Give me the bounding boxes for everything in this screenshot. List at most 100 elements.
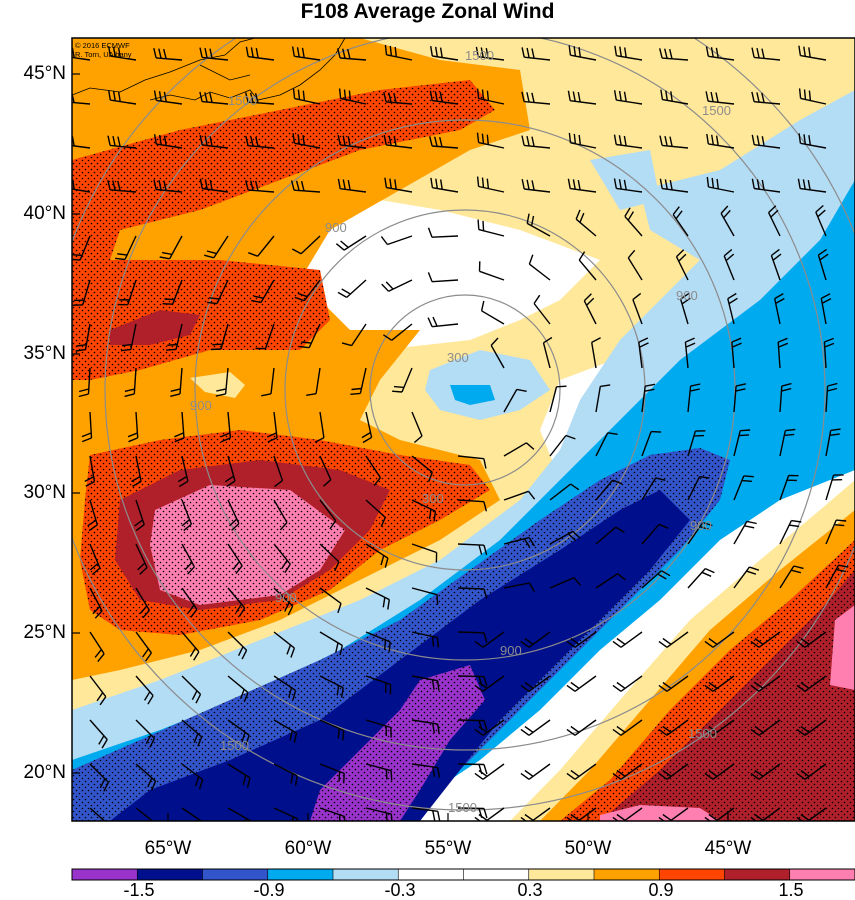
wind-barb-feather: [777, 337, 788, 343]
wind-barb-feather: [334, 561, 340, 572]
wind-barb-shaft: [270, 367, 275, 394]
wind-barb-feather: [67, 135, 69, 145]
wind-barb-feather: [342, 48, 346, 59]
wind-barb-feather: [474, 640, 484, 648]
wind-barb-feather: [575, 209, 581, 220]
range-ring-900: [194, 119, 736, 661]
wind-barb-feather: [655, 477, 666, 481]
wind-barb-shaft: [549, 577, 575, 589]
wind-barb-feather: [685, 337, 695, 343]
wind-barb-feather: [216, 388, 227, 392]
wind-barb-feather: [567, 178, 571, 189]
wind-barb-feather: [483, 588, 488, 599]
wind-barb-feather: [761, 136, 765, 147]
wind-barb-feather: [383, 334, 393, 341]
wind-barb-feather: [612, 479, 623, 485]
wind-barb-feather: [347, 179, 351, 191]
wind-barb-shaft: [351, 323, 367, 346]
wind-barb-feather: [756, 92, 760, 103]
shade-pink-se: [830, 605, 855, 690]
wind-barb-feather: [388, 92, 392, 103]
wind-barb-feather: [389, 45, 393, 56]
wind-barb-feather: [715, 92, 719, 103]
wind-barb-shaft: [595, 386, 601, 413]
wind-barb-feather: [750, 684, 760, 692]
wind-barb-shaft: [595, 573, 619, 589]
wind-barb-feather: [117, 180, 121, 191]
wind-barb-feather: [750, 772, 760, 780]
wind-barb-shaft: [135, 807, 154, 821]
wind-barb-shaft: [411, 587, 438, 596]
wind-barb-feather: [658, 523, 669, 529]
wind-barb-feather: [428, 509, 432, 520]
wind-barb-shaft: [257, 235, 275, 257]
wind-barb-feather: [749, 566, 760, 571]
wind-barb-feather: [480, 47, 484, 58]
wind-barb-feather: [819, 253, 829, 261]
wind-barb-feather: [526, 47, 530, 58]
wind-barb-feather: [725, 253, 735, 262]
wind-barb-feather: [583, 293, 592, 302]
wind-barb-feather: [124, 388, 135, 393]
wind-barb-feather: [224, 475, 234, 483]
wind-barb-feather: [362, 436, 372, 444]
wind-barb-feather: [430, 177, 434, 188]
wind-barb-feather: [528, 537, 536, 547]
wind-barb-shaft: [549, 483, 572, 501]
wind-barb-feather: [735, 388, 746, 392]
wind-barb-feather: [117, 136, 121, 147]
wind-barb-feather: [526, 179, 530, 190]
wind-barb-feather: [735, 383, 747, 387]
wind-barb-feather: [525, 442, 535, 450]
wind-barb-feather: [183, 523, 192, 532]
colorbar: [72, 869, 855, 880]
wind-barb-feather: [245, 734, 250, 745]
lon-label-60w: 60°W: [284, 838, 332, 859]
wind-barb-shaft: [570, 54, 597, 61]
wind-barb-feather: [623, 179, 627, 190]
wind-barb-feather: [89, 562, 99, 571]
wind-barb-feather: [174, 432, 184, 438]
wind-barb-feather: [81, 437, 92, 443]
wind-barb-feather: [520, 772, 530, 780]
wind-barb-feather: [632, 292, 642, 301]
wind-barb-feather: [108, 90, 111, 101]
wind-barb-feather: [660, 89, 664, 100]
wind-barb-shaft: [490, 345, 505, 369]
wind-barb-feather: [651, 430, 662, 433]
wind-barb-feather: [181, 519, 191, 527]
wind-barb-feather: [249, 820, 252, 821]
wind-barb-feather: [829, 433, 840, 436]
wind-barb-feather: [287, 605, 294, 616]
wind-barb-feather: [337, 178, 341, 189]
wind-barb-feather: [380, 517, 386, 527]
wind-barb-feather: [708, 637, 718, 645]
credit-line-1: © 2016 ECMWF: [75, 41, 130, 50]
map-title: F108 Average Zonal Wind: [300, 0, 555, 23]
wind-barb-feather: [756, 47, 760, 59]
wind-barb-feather: [623, 91, 627, 102]
wind-barb-shaft: [457, 719, 485, 722]
wind-barb-feather: [340, 240, 349, 248]
wind-barb-feather: [413, 435, 423, 444]
wind-barb-shaft: [457, 499, 484, 503]
wind-barb-feather: [162, 303, 173, 305]
wind-barb-feather: [527, 490, 536, 500]
wind-barb-feather: [347, 48, 351, 59]
wind-barb-feather: [751, 134, 755, 145]
wind-barb-feather: [800, 637, 810, 645]
wind-barb-feather: [117, 91, 121, 102]
wind-barb-feather: [793, 565, 804, 570]
wind-barb-feather: [662, 769, 672, 777]
wind-barb-feather: [220, 437, 231, 443]
wind-barb-shaft: [72, 144, 91, 149]
wind-barb-feather: [570, 483, 580, 491]
wind-barb-feather: [570, 637, 580, 645]
shade-dark-red-se-dots: [560, 540, 855, 821]
wind-barb-shaft: [432, 55, 459, 61]
wind-barb-shaft: [273, 455, 284, 481]
wind-barb-feather: [87, 519, 97, 527]
colorbar-label-5: 1.5: [778, 880, 804, 900]
wind-barb-shaft: [315, 367, 321, 394]
wind-barb-feather: [68, 47, 70, 57]
